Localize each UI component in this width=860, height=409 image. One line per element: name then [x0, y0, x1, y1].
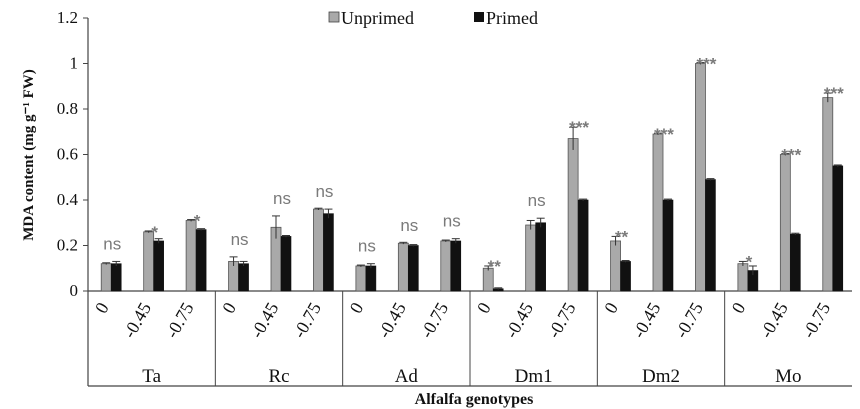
bar-primed [705, 179, 716, 292]
bars-layer [100, 62, 844, 292]
bar-primed [153, 240, 164, 292]
level-label: 0 [218, 299, 240, 317]
bar-primed [238, 263, 249, 292]
y-tick-label: 0.6 [57, 145, 78, 164]
significance-label: *** [569, 118, 589, 137]
level-label: 0 [346, 299, 368, 317]
level-label: -0.45 [246, 299, 282, 341]
bar-primed [365, 265, 377, 292]
legend: Unprimed Primed [328, 8, 538, 28]
bar-primed [662, 199, 674, 292]
bar-primed [450, 240, 462, 292]
level-label: -0.75 [289, 299, 325, 341]
y-axis-title: MDA content (mg g⁻¹ FW) [21, 69, 37, 241]
group-label-dm1: Dm1 [515, 366, 553, 387]
level-label: -0.45 [119, 299, 155, 341]
y-tick-label: 0.4 [57, 190, 79, 209]
significance-label: *** [781, 146, 801, 165]
group-label-ta: Ta [142, 366, 161, 387]
significance-label: ns [400, 216, 418, 235]
bar-primed [535, 222, 546, 292]
group-label-mo: Mo [775, 366, 801, 387]
bar-unprimed [822, 97, 834, 292]
significance-label: *** [697, 55, 717, 74]
significance-label: ** [615, 227, 629, 246]
level-label: 0 [600, 299, 622, 317]
bar-unprimed [440, 240, 452, 292]
bar-unprimed [525, 224, 537, 292]
level-label: -0.45 [628, 299, 664, 341]
significance-label: ns [315, 182, 333, 201]
bar-unprimed [779, 154, 791, 292]
level-label: -0.45 [756, 299, 792, 341]
significance-label: * [151, 223, 158, 242]
level-label: -0.75 [162, 299, 198, 341]
significance-label: * [194, 211, 201, 230]
bar-primed [110, 263, 122, 292]
level-label: -0.75 [416, 299, 452, 341]
bar-unprimed [313, 208, 324, 292]
level-label: -0.45 [374, 299, 410, 341]
legend-label-primed: Primed [486, 8, 538, 28]
level-label: 0 [473, 299, 495, 317]
legend-swatch-unprimed [328, 11, 340, 23]
y-tick-label: 0.2 [57, 236, 78, 255]
bar-unprimed [567, 138, 579, 292]
bar-primed [790, 233, 801, 292]
level-label: 0 [91, 299, 113, 317]
bar-unprimed [397, 242, 409, 292]
significance-label: *** [654, 125, 674, 144]
significance-label: ns [358, 237, 376, 256]
level-label: -0.75 [798, 299, 834, 341]
bar-primed [195, 229, 207, 292]
significance-label: ns [443, 212, 461, 231]
axes-layer [83, 17, 852, 387]
bar-unprimed [610, 240, 621, 292]
bar-unprimed [100, 263, 112, 292]
group-label-dm2: Dm2 [642, 366, 680, 387]
level-label: 0 [728, 299, 750, 317]
significance-label: *** [824, 84, 844, 103]
bar-primed [577, 199, 589, 292]
y-tick-label: 1.2 [57, 8, 78, 27]
bar-primed [620, 261, 631, 292]
level-label: -0.45 [501, 299, 537, 341]
significance-label: * [746, 252, 753, 271]
significance-label: ns [273, 189, 291, 208]
bar-primed [408, 245, 419, 292]
group-label-rc: Rc [268, 366, 289, 387]
level-label: -0.75 [544, 299, 580, 341]
bar-unprimed [695, 63, 706, 292]
x-axis-title: Alfalfa genotypes [415, 391, 534, 408]
significance-label: ** [488, 257, 502, 276]
text-layer: 0 0.2 0.4 0.6 0.8 1 1.2 Ta ns 0 * -0.45 * -0.75 Rc ns 0 n… [57, 8, 844, 387]
bar-unprimed [185, 220, 197, 292]
group-label-ad: Ad [395, 366, 419, 387]
y-tick-label: 0 [70, 281, 79, 300]
legend-label-unprimed: Unprimed [341, 8, 414, 28]
bar-unprimed [355, 265, 367, 292]
significance-label: ns [528, 191, 546, 210]
bar-unprimed [652, 133, 664, 292]
level-label: -0.75 [671, 299, 707, 341]
bar-primed [323, 213, 334, 292]
significance-label: ns [103, 234, 121, 253]
significance-label: ns [231, 230, 249, 249]
y-tick-label: 1 [70, 54, 79, 73]
bar-primed [832, 165, 844, 292]
legend-swatch-primed [474, 12, 484, 22]
y-tick-label: 0.8 [57, 99, 78, 118]
bar-primed [280, 236, 292, 292]
